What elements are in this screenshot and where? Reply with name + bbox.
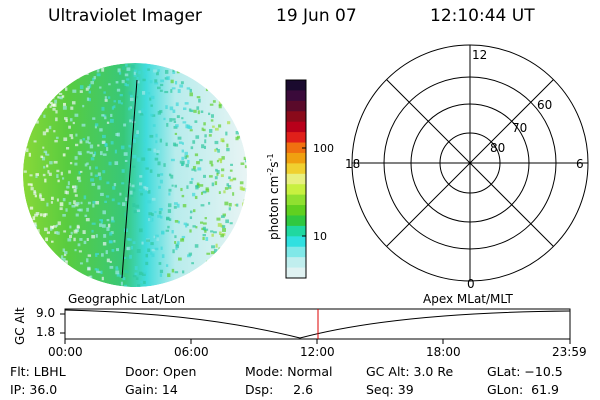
y-tick-9: 9.0	[36, 306, 56, 320]
instrument-title: Ultraviolet Imager	[48, 6, 202, 26]
apex-caption: Apex MLat/MLT	[423, 292, 513, 306]
lat-label-80: 80	[490, 141, 505, 155]
colorbar-frame	[285, 79, 307, 279]
y-tick-1-8: 1.8	[36, 325, 56, 339]
mlt-label-0: 0	[467, 277, 475, 291]
colorbar-band	[286, 205, 306, 216]
x-tick-0600: 06:00	[174, 345, 209, 359]
terminator-line	[121, 79, 138, 279]
colorbar-band	[286, 142, 306, 154]
info-ip: IP: 36.0	[10, 382, 58, 397]
colorbar-band	[286, 152, 306, 164]
colorbar-band	[286, 236, 306, 248]
colorbar-band	[286, 90, 306, 102]
colorbar-band	[286, 194, 306, 206]
colorbar-tick-label-10: 10	[313, 230, 327, 243]
earth-disk-image	[23, 63, 247, 287]
mlt-label-12: 12	[472, 48, 487, 62]
info-filter: Flt: LBHL	[10, 364, 66, 379]
colorbar-band	[286, 267, 306, 279]
colorbar-band	[286, 80, 306, 91]
x-tick-1800: 18:00	[426, 345, 461, 359]
altitude-curve	[64, 309, 571, 339]
timeline-y-label: GC Alt	[13, 307, 27, 345]
mlt-label-18: 18	[345, 157, 360, 171]
info-door: Door: Open	[125, 364, 197, 379]
x-tick-0000: 00:00	[48, 345, 83, 359]
lat-label-70: 70	[512, 121, 527, 135]
colorbar-band	[286, 225, 306, 237]
info-glon: GLon: 61.9	[487, 382, 559, 397]
info-seq: Seq: 39	[366, 382, 414, 397]
info-dsp: Dsp: 2.6	[245, 382, 314, 397]
colorbar-band	[286, 184, 306, 196]
colorbar-band	[286, 257, 306, 269]
mlt-label-6: 6	[576, 157, 584, 171]
polar-grid	[351, 44, 589, 282]
colorbar	[286, 80, 306, 279]
colorbar-band	[286, 111, 306, 123]
info-mode: Mode: Normal	[245, 364, 333, 379]
info-gain: Gain: 14	[125, 382, 178, 397]
colorbar-band	[286, 100, 306, 112]
colorbar-label: photon cm-2s-1	[266, 153, 281, 240]
colorbar-band	[286, 121, 306, 133]
colorbar-band	[286, 173, 306, 185]
geographic-caption: Geographic Lat/Lon	[68, 292, 186, 306]
date-label: 19 Jun 07	[276, 6, 357, 26]
lat-label-60: 60	[537, 98, 552, 112]
colorbar-band	[286, 246, 306, 258]
x-tick-1200: 12:00	[300, 345, 335, 359]
colorbar-band	[286, 163, 306, 175]
colorbar-band	[286, 132, 306, 144]
x-tick-2359: 23:59	[552, 345, 587, 359]
timeline-plot	[60, 308, 571, 344]
colorbar-band	[286, 215, 306, 227]
time-label: 12:10:44 UT	[430, 6, 535, 26]
info-gc-alt: GC Alt: 3.0 Re	[366, 364, 454, 379]
info-glat: GLat: −10.5	[487, 364, 563, 379]
colorbar-tick-label-100: 100	[313, 142, 334, 155]
